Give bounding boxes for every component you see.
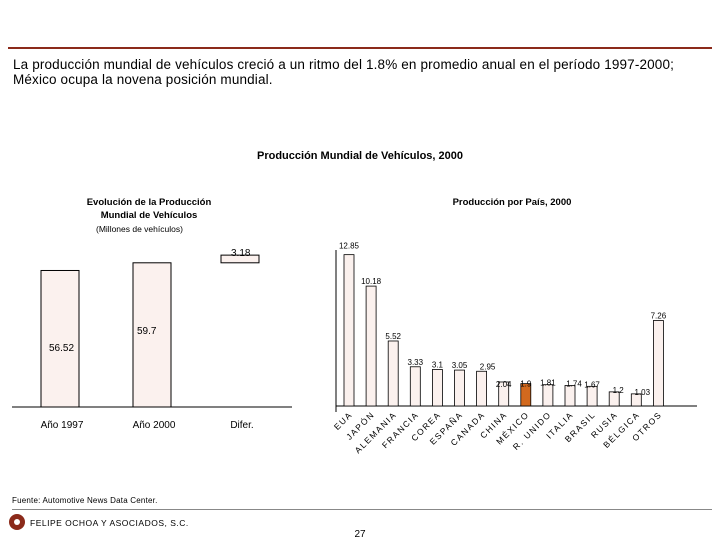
- intro-paragraph: La producción mundial de vehículos creci…: [13, 57, 675, 87]
- country-bar-8: [520, 383, 532, 407]
- country-value-label-14: 7.26: [651, 311, 667, 320]
- evolution-value-label-2: 3.18: [231, 248, 251, 259]
- country-value-label-0: 12.85: [339, 242, 360, 251]
- country-bar-0: [343, 254, 355, 407]
- top-rule: [8, 47, 712, 49]
- evolution-value-label-0: 56.52: [49, 343, 74, 354]
- country-bar-3: [409, 366, 421, 407]
- country-value-label-11: 1.67: [584, 380, 600, 389]
- country-value-label-10: 1.74: [566, 380, 582, 389]
- country-bar-4: [431, 369, 443, 407]
- country-value-label-1: 10.18: [361, 277, 382, 286]
- country-bar-11: [586, 385, 598, 407]
- evolution-chart-title: Evolución de la Producción Mundial de Ve…: [60, 196, 238, 222]
- evolution-title-line-2: Mundial de Vehículos: [100, 210, 198, 221]
- country-value-label-5: 3.05: [452, 361, 468, 370]
- country-bar-12: [608, 391, 620, 407]
- evolution-bar-0: [40, 269, 80, 408]
- country-value-label-7: 2.04: [496, 380, 512, 389]
- main-chart-title: Producción Mundial de Vehículos, 2000: [257, 150, 463, 162]
- country-value-label-4: 3.1: [432, 360, 444, 369]
- country-bar-5: [454, 369, 465, 407]
- evolution-title-line-1: Evolución de la Producción: [86, 197, 212, 208]
- country-value-label-3: 3.33: [408, 358, 424, 367]
- country-bar-7: [498, 381, 510, 407]
- country-value-label-8: 1.9: [520, 380, 532, 389]
- evolution-category-label-2: Difer.: [230, 420, 253, 431]
- country-value-label-13: 1.03: [635, 388, 651, 397]
- country-value-label-9: 1.81: [540, 379, 556, 388]
- country-bar-6: [476, 370, 488, 407]
- evolution-category-label-0: Año 1997: [41, 420, 84, 431]
- country-chart-title: Producción por País, 2000: [452, 197, 572, 208]
- evolution-value-label-1: 59.7: [137, 326, 157, 337]
- evolution-bar-2: [220, 254, 260, 264]
- units-label: (Millones de vehículos): [96, 224, 183, 234]
- country-value-label-2: 5.52: [385, 332, 401, 341]
- country-bar-1: [365, 285, 377, 407]
- country-bar-2: [387, 340, 399, 407]
- country-bar-13: [630, 393, 642, 407]
- country-value-label-12: 1.2: [613, 386, 625, 395]
- country-bar-9: [542, 384, 554, 407]
- evolution-bar-1: [132, 262, 172, 408]
- country-value-label-6: 2.95: [480, 362, 496, 371]
- evolution-category-label-1: Año 2000: [133, 420, 176, 431]
- country-bar-14: [653, 320, 664, 407]
- page-number: 27: [354, 529, 366, 540]
- company-name: FELIPE OCHOA Y ASOCIADOS, S.C.: [30, 518, 189, 528]
- source-footnote: Fuente: Automotive News Data Center.: [12, 496, 158, 505]
- footer-rule: [12, 509, 712, 510]
- company-logo-icon: [9, 514, 25, 530]
- country-bar-10: [564, 385, 576, 407]
